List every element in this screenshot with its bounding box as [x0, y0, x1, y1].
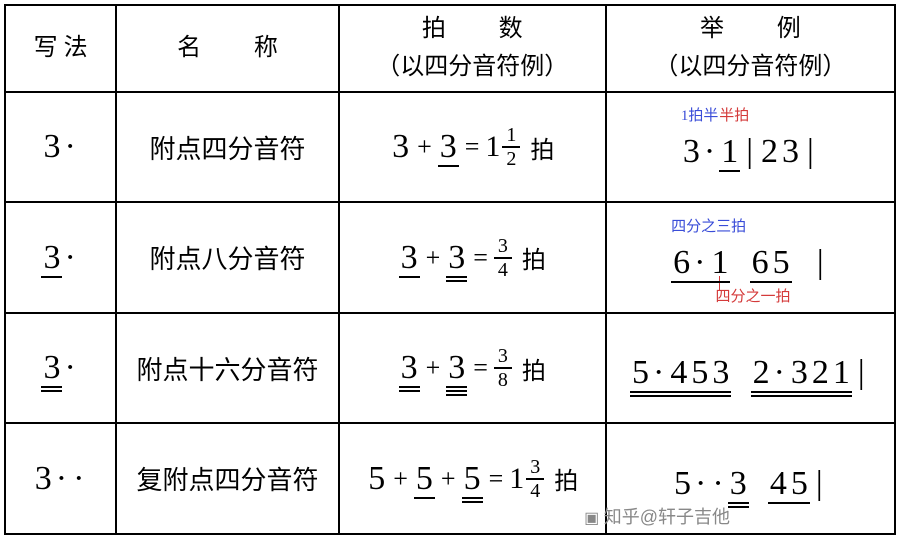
beats-cell: 3+3=112 拍: [339, 92, 606, 203]
notation-cell: 3··: [5, 423, 116, 534]
table-row: 3··复附点四分音符5+5+5=134 拍5··345|: [5, 423, 895, 534]
name-cell: 复附点四分音符: [116, 423, 339, 534]
table-row: 3·附点四分音符3+3=112 拍3·1拍半1半拍|23|: [5, 92, 895, 203]
col-beats-header: 拍数 （以四分音符例）: [339, 5, 606, 92]
notation-cell: 3·: [5, 92, 116, 203]
example-cell: 6·四分之三拍1四分之一拍65|: [606, 202, 895, 313]
notation-cell: 3·: [5, 202, 116, 313]
notation-table: 写 法 名称 拍数 （以四分音符例） 举例 （以四分音符例） 3·附点四分音符3…: [4, 4, 896, 535]
watermark: ▣ 知乎@轩子吉他: [584, 503, 730, 529]
example-cell: 3·1拍半1半拍|23|: [606, 92, 895, 203]
col-notation-header: 写 法: [5, 5, 116, 92]
example-cell: 5·4532·321|: [606, 313, 895, 424]
beats-cell: 5+5+5=134 拍: [339, 423, 606, 534]
notation-cell: 3·: [5, 313, 116, 424]
name-cell: 附点八分音符: [116, 202, 339, 313]
table-row: 3·附点八分音符3+3=34 拍6·四分之三拍1四分之一拍65|: [5, 202, 895, 313]
name-cell: 附点十六分音符: [116, 313, 339, 424]
table-row: 3·附点十六分音符3+3=38 拍5·4532·321|: [5, 313, 895, 424]
col-name-header: 名称: [116, 5, 339, 92]
header-row: 写 法 名称 拍数 （以四分音符例） 举例 （以四分音符例）: [5, 5, 895, 92]
name-cell: 附点四分音符: [116, 92, 339, 203]
beats-cell: 3+3=34 拍: [339, 202, 606, 313]
col-example-header: 举例 （以四分音符例）: [606, 5, 895, 92]
beats-cell: 3+3=38 拍: [339, 313, 606, 424]
